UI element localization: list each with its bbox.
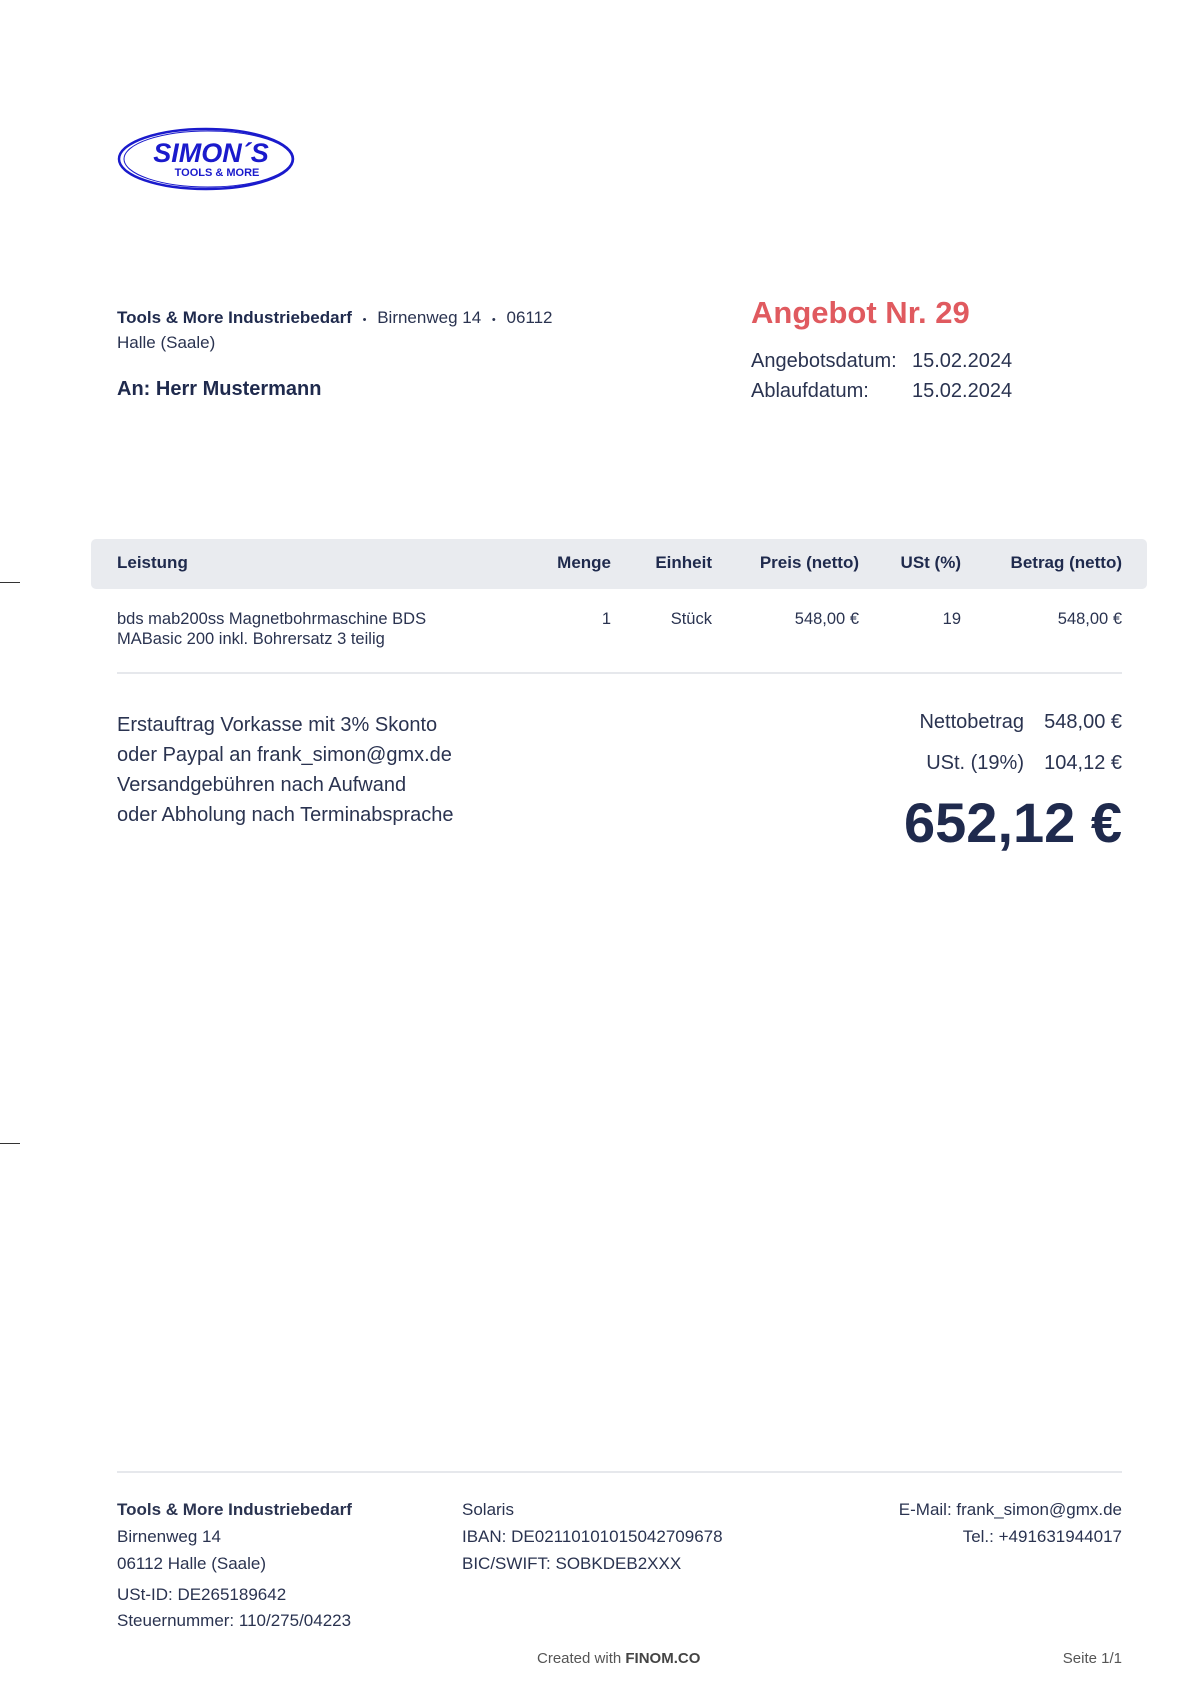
finom-link[interactable]: FINOM.CO [625,1650,701,1667]
page-number: Seite 1/1 [1062,1650,1122,1667]
col-header-service: Leistung [117,553,188,572]
created-with: Created with FINOM.CO [537,1650,700,1667]
footer-company: Tools & More Industriebedarf [117,1500,352,1519]
sender-city: Halle (Saale) [117,333,216,352]
item-description-line2: MABasic 200 inkl. Bohrersatz 3 teilig [117,630,385,648]
footer-bic: BIC/SWIFT: SOBKDEB2XXX [462,1554,682,1573]
footer-iban: IBAN: DE02110101015042709678 [462,1527,723,1546]
note-line: Erstauftrag Vorkasse mit 3% Skonto [117,714,438,736]
created-with-prefix: Created with [537,1650,622,1667]
fold-mark-top [0,582,20,583]
company-logo: SIMON´S TOOLS & MORE [117,126,297,192]
sender-address: Tools & More Industriebedarf • Birnenweg… [117,308,553,328]
recipient: An: Herr Mustermann [117,378,322,400]
footer-email: E-Mail: frank_simon@gmx.de [898,1500,1122,1519]
col-header-vat: USt (%) [900,553,961,572]
item-amount: 548,00 € [1057,610,1122,628]
note-line: oder Paypal an frank_simon@gmx.de [117,744,452,766]
item-description-line1: bds mab200ss Magnetbohrmaschine BDS [117,610,427,628]
item-vat: 19 [942,610,961,628]
footer-bank: Solaris [462,1500,514,1519]
footer-street: Birnenweg 14 [117,1527,221,1546]
offer-title: Angebot Nr. 29 [751,295,970,330]
sender-street: Birnenweg 14 [377,308,482,327]
col-header-amount: Betrag (netto) [1010,553,1122,572]
table-divider [117,672,1122,674]
sender-company: Tools & More Industriebedarf [117,308,352,327]
footer-phone: Tel.: +491631944017 [962,1527,1122,1546]
net-value: 548,00 € [1044,711,1122,733]
item-price: 548,00 € [794,610,859,628]
expiry-date-label: Ablaufdatum: [751,380,869,402]
footer-city: 06112 Halle (Saale) [117,1554,266,1573]
logo-text: SIMON´S [153,138,269,168]
footer-vat-id: USt-ID: DE265189642 [117,1585,287,1604]
col-header-quantity: Menge [557,553,611,572]
net-label: Nettobetrag [919,711,1024,733]
col-header-unit: Einheit [655,553,712,572]
item-unit: Stück [670,610,712,628]
footer-tax-number: Steuernummer: 110/275/04223 [117,1611,352,1630]
vat-label: USt. (19%) [926,752,1024,774]
note-line: oder Abholung nach Terminabsprache [117,804,454,826]
note-line: Versandgebühren nach Aufwand [117,774,407,796]
item-quantity: 1 [601,610,611,628]
total-amount: 652,12 € [904,791,1122,854]
separator-dot: • [362,314,367,326]
footer-divider [117,1471,1122,1473]
fold-mark-bottom [0,1143,20,1144]
expiry-date-value: 15.02.2024 [912,380,1013,402]
offer-date-label: Angebotsdatum: [751,350,897,372]
offer-date-value: 15.02.2024 [912,350,1013,372]
sender-zip: 06112 [506,308,553,327]
logo-subtext: TOOLS & MORE [175,167,260,179]
vat-value: 104,12 € [1044,752,1122,774]
separator-dot: • [491,314,496,326]
col-header-price: Preis (netto) [759,553,859,572]
table-header [91,539,1147,589]
